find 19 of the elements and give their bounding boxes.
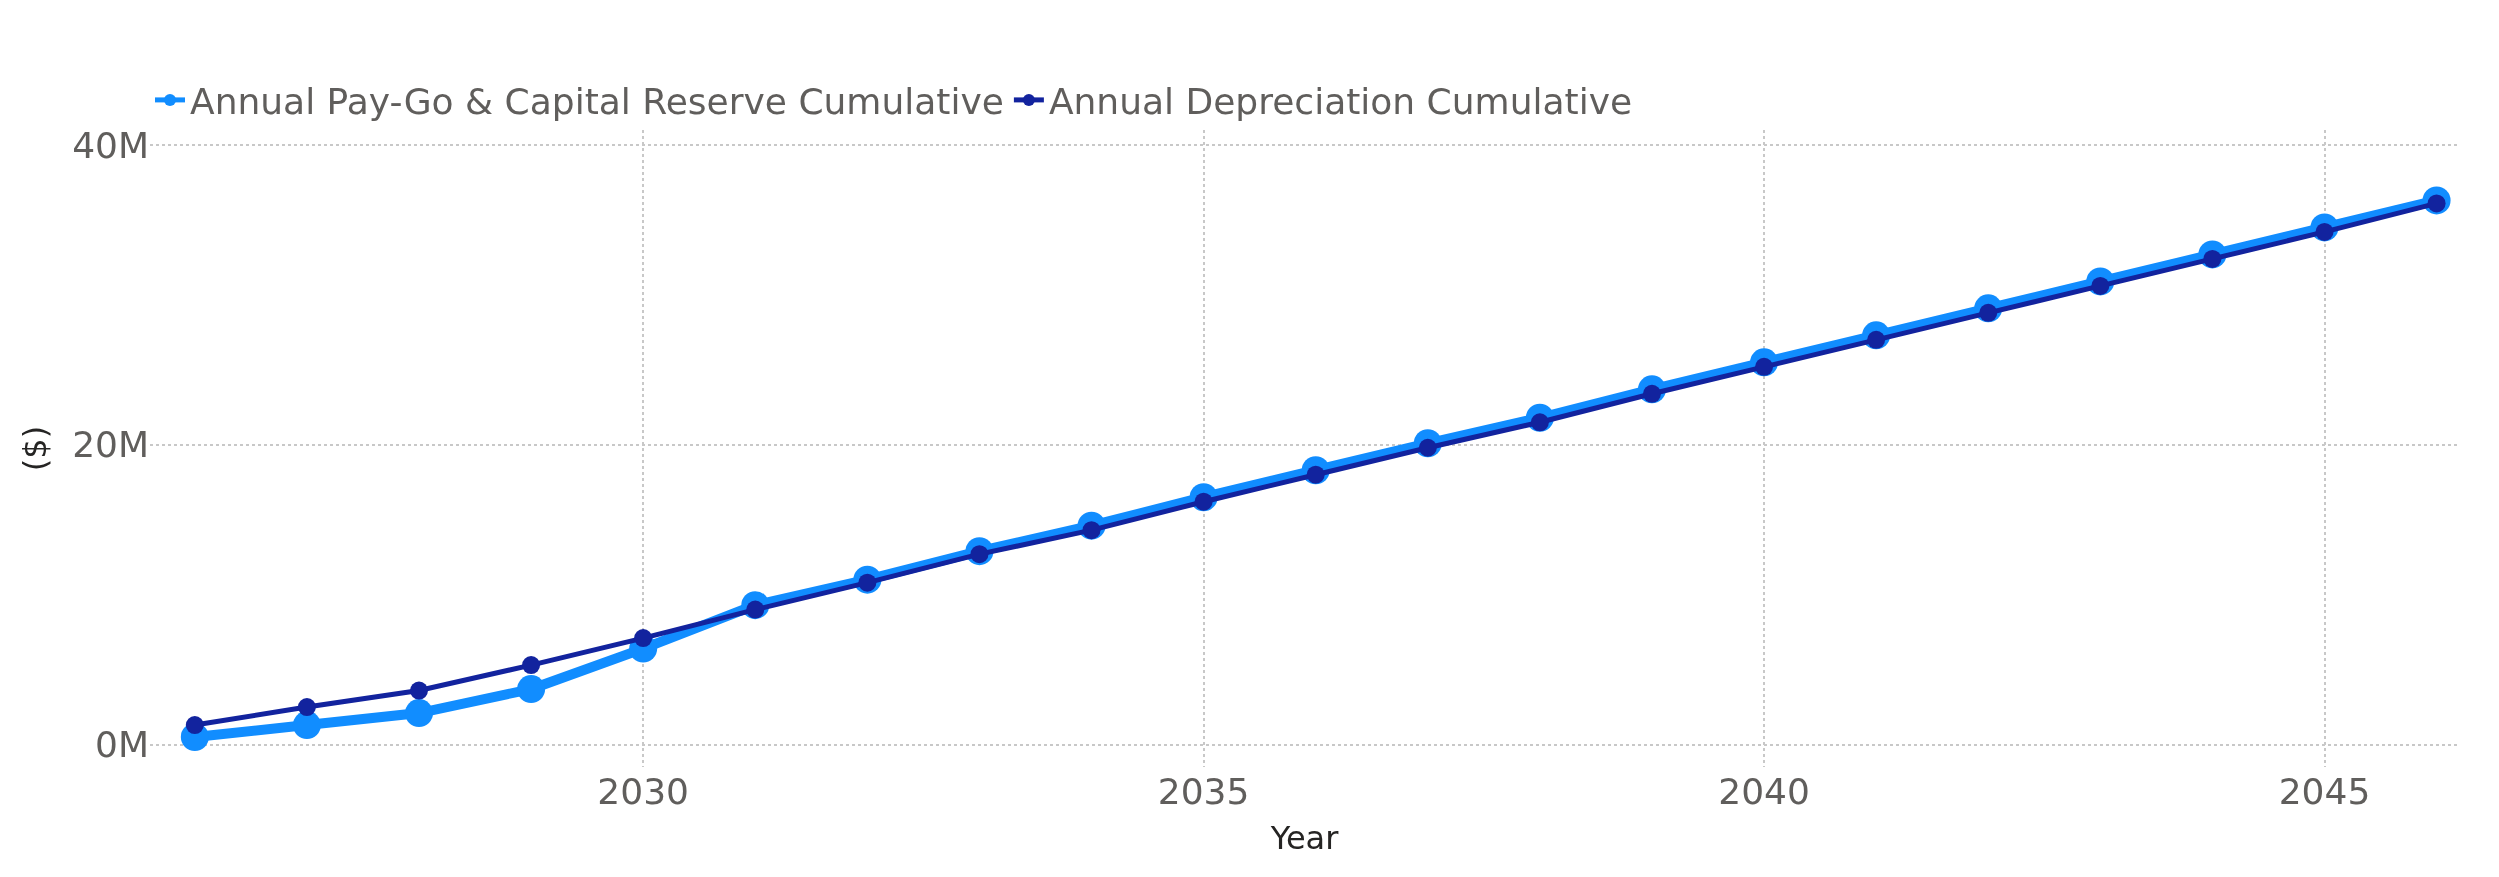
point: [410, 681, 429, 700]
x-tick-label: 2040: [1718, 771, 1810, 812]
y-tick-label: 40M: [72, 124, 149, 166]
legend-label: Annual Pay-Go & Capital Reserve Cumulative: [190, 80, 1004, 122]
y-tick-label: 20M: [72, 424, 149, 466]
x-tick-label: 2035: [1157, 771, 1250, 812]
y-axis-title: ($): [16, 425, 55, 472]
x-axis-title: Year: [1269, 818, 1340, 857]
point: [292, 711, 321, 740]
point: [185, 716, 204, 735]
x-tick-label: 2045: [2278, 771, 2371, 812]
legend-label: Annual Depreciation Cumulative: [1048, 80, 1633, 122]
point: [405, 699, 434, 728]
point: [522, 656, 541, 675]
x-tick-label: 2030: [597, 771, 689, 812]
y-tick-label: 0M: [95, 724, 149, 766]
point: [517, 675, 546, 704]
point: [634, 629, 653, 648]
point: [297, 698, 316, 717]
